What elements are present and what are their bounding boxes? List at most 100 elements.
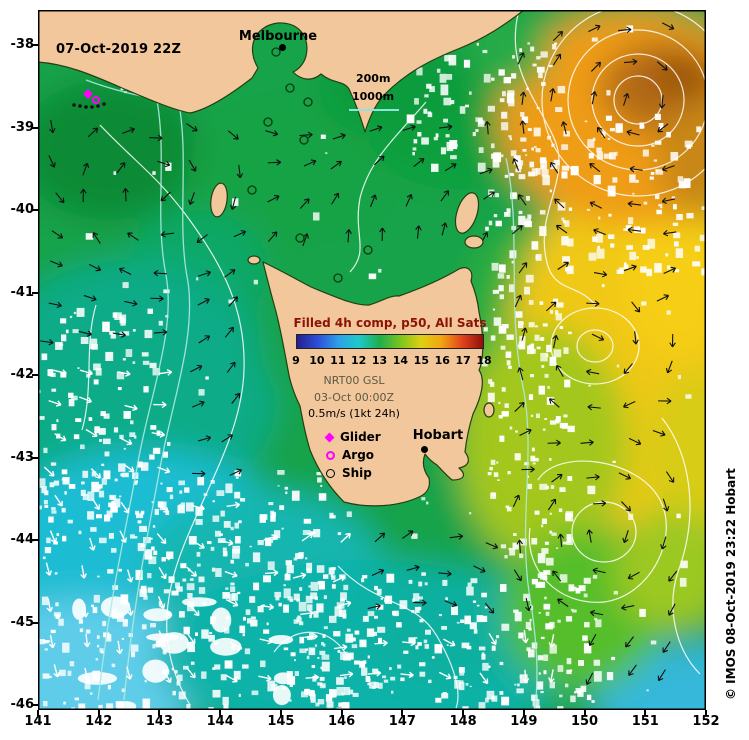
maria-island [483,402,495,418]
map-canvas [38,10,706,710]
x-tick-label: 145 [267,714,295,729]
land-layer [38,10,525,507]
plot-frame [38,10,706,710]
y-tick-mark [32,209,38,211]
y-tick-label: -40 [10,202,35,217]
obs-legend: Glider Argo Ship [324,428,381,482]
hobart-label: Hobart [412,428,464,443]
ship-obs-marker [285,83,295,93]
ship-marker-icon [326,468,335,478]
colorbar-tick-label: 9 [292,354,300,367]
argo-marker [92,96,100,104]
x-tick-mark [644,710,647,716]
y-tick-mark [32,704,38,706]
y-tick-label: -46 [10,697,35,712]
x-tick-mark [219,710,222,716]
isobath-1000m-label: 1000m [352,90,395,103]
legend-label: Ship [342,466,372,480]
colorbar-tick-label: 16 [434,354,450,367]
x-tick-label: 148 [449,714,477,729]
melbourne-label: Melbourne [238,29,318,44]
y-tick-label: -38 [10,37,35,52]
analysis-time-label: 03-Oct 00:00Z [313,391,395,404]
y-tick-label: -45 [10,614,35,630]
x-tick-label: 142 [85,714,113,729]
colorbar-tick-label: 13 [371,354,388,367]
isobath-200m-label: 200m [356,72,391,85]
map-plot-area [38,10,706,710]
x-tick-mark [279,710,282,716]
legend-label: Argo [342,448,375,462]
y-tick-mark [32,126,38,129]
vector-scale-label: 0.5m/s (1kt 24h) [308,407,400,420]
legend-item: Ship [326,464,381,482]
hobart-dot [421,446,428,453]
colorbar-tick-label: 12 [351,354,367,367]
victoria-coast [38,10,525,133]
colorbar-tick-label: 14 [392,354,409,367]
x-tick-label: 146 [328,714,356,729]
current-vectors-layer [40,22,678,685]
x-tick-mark [340,710,343,716]
x-tick-label: 150 [570,714,599,729]
ship-obs-marker [333,273,343,283]
y-tick-mark [32,539,38,541]
colorbar [296,334,484,349]
colorbar-tick-label: 18 [476,354,492,367]
imos-credit: © IMOS 08-Oct-2019 23:22 Hobart [724,468,738,700]
x-tick-mark [705,710,707,716]
melbourne-dot [279,44,286,51]
colorbar-tick-label: 11 [330,354,346,367]
cape-barren-island [464,235,484,249]
ship-obs-marker [303,97,313,107]
x-tick-mark [158,710,161,716]
x-tick-mark [462,710,465,716]
x-tick-label: 147 [388,714,416,729]
y-tick-label: -43 [10,449,35,465]
y-tick-label: -39 [10,119,35,135]
legend-item: Glider [324,428,381,446]
argo-marker-icon [326,450,335,460]
glider-marker-icon [324,432,335,442]
hunter-island [247,255,261,265]
ship-obs-marker [247,185,257,195]
colorbar-tick-label: 15 [413,354,429,367]
colorbar-tick-label: 17 [455,354,471,367]
x-tick-label: 144 [206,714,234,729]
x-tick-label: 152 [692,714,720,729]
x-tick-mark [522,710,525,716]
x-tick-mark [401,710,404,716]
ship-obs-marker [295,233,305,243]
colorbar-tick-label: 10 [309,354,325,367]
colorbar-title: Filled 4h comp, p50, All Sats [293,316,487,330]
product-label: NRT00 GSL [323,374,385,387]
cloud-speckles-layer [38,13,706,710]
y-tick-mark [32,291,38,294]
x-tick-label: 143 [145,714,174,729]
flinders-island [454,192,480,234]
analysis-date-label: 07-Oct-2019 22Z [56,42,182,57]
isobath-line-sample [349,109,399,111]
y-tick-mark [32,374,38,376]
x-tick-mark [97,710,100,716]
x-tick-mark [583,710,586,716]
mooring-dots [72,102,106,109]
y-tick-mark [32,621,38,624]
king-island [210,182,228,218]
y-tick-mark [32,456,38,459]
x-tick-mark [37,710,39,716]
ship-obs-marker [363,245,373,255]
ship-obs-marker [299,135,309,145]
legend-item: Argo [326,446,381,464]
ship-obs-marker [271,47,281,57]
y-tick-mark [32,44,38,46]
y-tick-label: -42 [10,367,35,382]
y-tick-label: -41 [10,284,35,300]
x-tick-label: 151 [631,714,659,729]
ship-obs-marker [263,117,273,127]
x-tick-label: 149 [510,714,538,729]
x-tick-label: 141 [24,714,52,729]
y-tick-label: -44 [10,532,35,547]
legend-label: Glider [340,430,381,444]
